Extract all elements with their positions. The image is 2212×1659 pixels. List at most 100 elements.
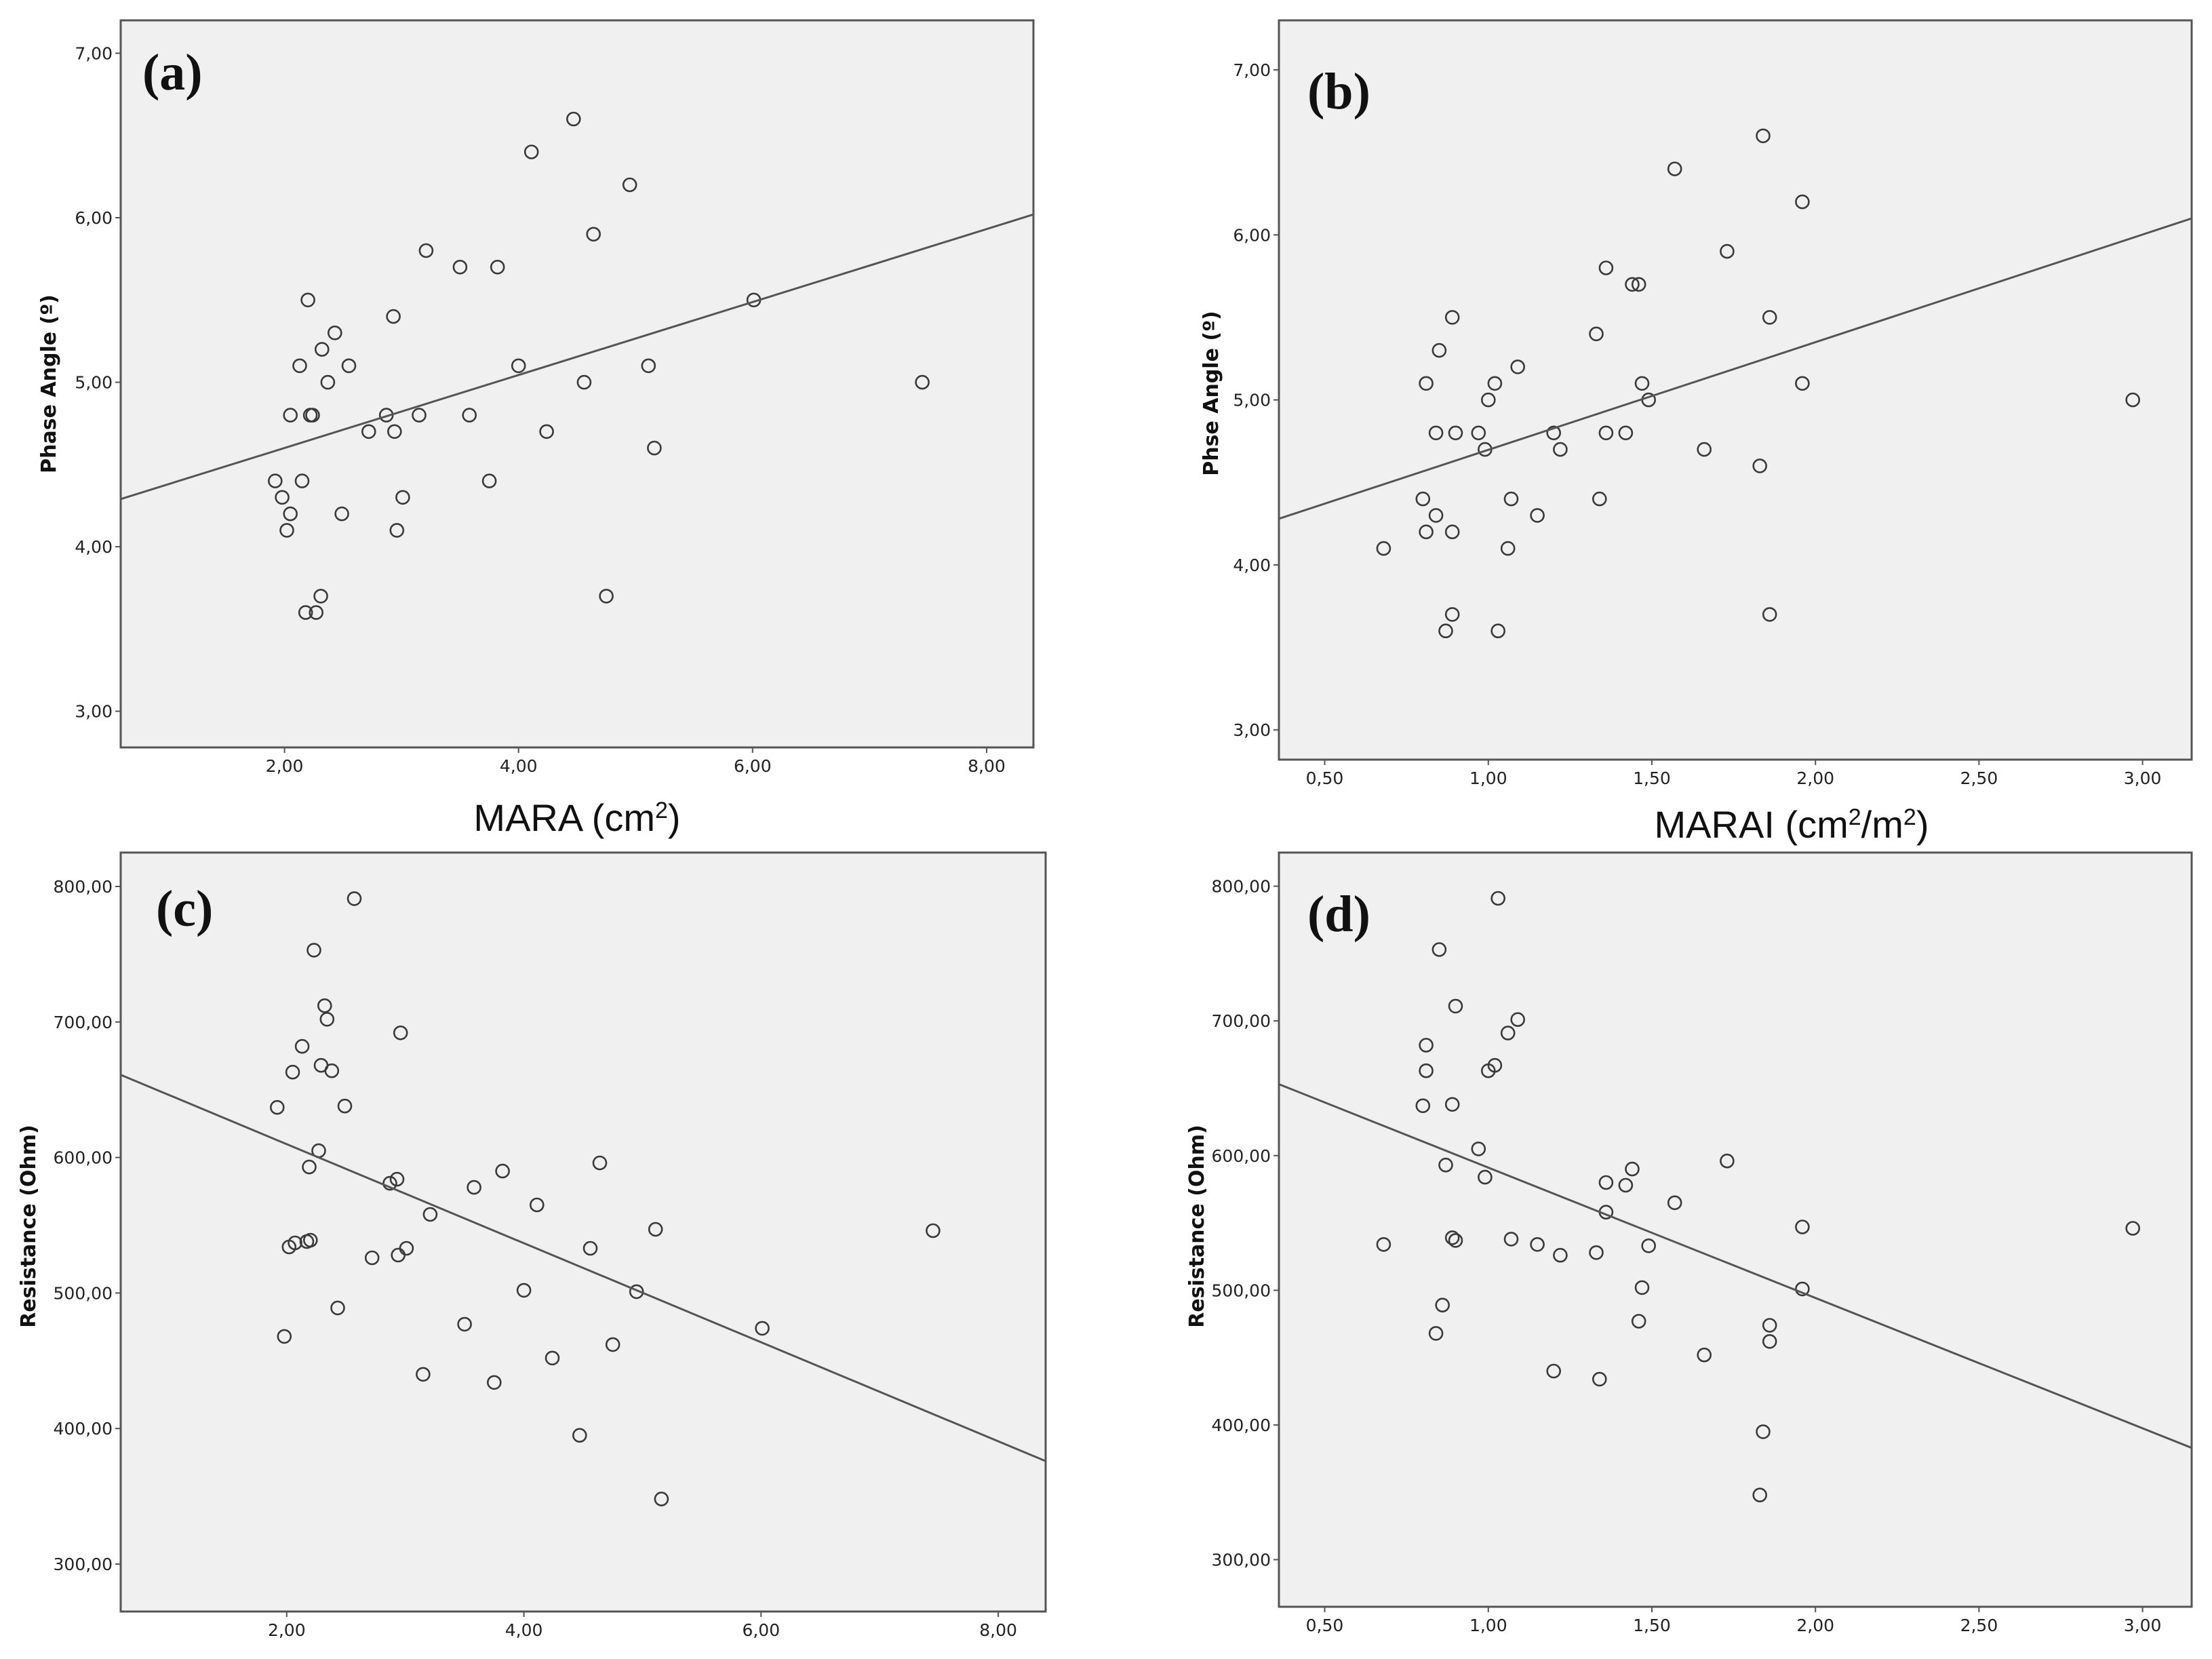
points-d — [1376, 891, 2140, 1502]
x-ticks-b: 0,50 1,00 1,50 2,00 2,50 3,00 — [1306, 760, 2161, 788]
data-point — [269, 1099, 285, 1115]
x-axis-title-a-main: MARA (cm — [473, 796, 655, 839]
data-point — [361, 424, 376, 440]
data-point — [511, 358, 526, 374]
panel-b: 3,00 4,00 5,00 6,00 7,00 0,50 1,00 1,50 2,00 2,5… — [1200, 19, 2193, 846]
data-point — [1500, 1026, 1516, 1040]
data-point — [647, 440, 662, 456]
data-point — [622, 177, 637, 193]
data-point — [386, 309, 401, 324]
data-point — [317, 998, 332, 1013]
data-point — [1598, 1175, 1614, 1190]
x-axis-title-b-main: MARAI (cm — [1655, 803, 1849, 846]
data-point — [1503, 1232, 1519, 1247]
data-point — [2125, 392, 2140, 408]
x-tick-label: 2,00 — [1796, 1616, 1834, 1635]
x-tick-label: 4,00 — [505, 1620, 543, 1640]
fit-line-d — [1278, 1083, 2192, 1449]
data-point — [1419, 524, 1434, 540]
y-tick-label: 6,00 — [75, 208, 113, 228]
x-axis-title-b-sup: 2 — [1849, 804, 1861, 830]
data-point — [490, 259, 505, 275]
x-tick-label: 1,50 — [1633, 768, 1671, 788]
x-tick-label: 2,50 — [1960, 768, 1998, 788]
data-point — [1553, 1247, 1568, 1263]
data-point — [347, 891, 362, 906]
data-point — [1592, 491, 1607, 507]
data-point — [283, 506, 298, 522]
data-point — [1471, 425, 1486, 441]
data-point — [1756, 128, 1771, 144]
data-point — [486, 1375, 502, 1390]
y-tick-label: 600,00 — [1212, 1146, 1271, 1166]
y-tick-label: 600,00 — [54, 1148, 113, 1168]
y-tick-label: 4,00 — [1233, 555, 1271, 575]
y-tick-label: 700,00 — [1212, 1011, 1271, 1031]
data-point — [1634, 1280, 1650, 1295]
data-point — [1530, 1237, 1545, 1252]
data-point — [412, 408, 427, 423]
data-point — [629, 1284, 644, 1300]
data-point — [1500, 541, 1516, 556]
y-tick-label: 400,00 — [54, 1419, 113, 1439]
y-ticks-d: 300,00 400,00 500,00 600,00 700,00 800,00 — [1212, 877, 1279, 1570]
data-point — [915, 374, 930, 390]
plot-area-c — [119, 851, 1047, 1613]
data-point — [319, 1012, 335, 1027]
y-tick-label: 800,00 — [54, 877, 113, 897]
data-point — [1448, 425, 1463, 441]
data-point — [302, 1159, 317, 1175]
data-point — [389, 1171, 405, 1187]
x-axis-title-a-sup: 2 — [655, 798, 668, 823]
data-point — [1444, 607, 1460, 622]
panel-label-a: (a) — [142, 44, 203, 101]
data-point — [285, 1064, 300, 1080]
data-point — [418, 243, 434, 258]
data-point — [422, 1207, 438, 1222]
data-point — [495, 1163, 510, 1179]
data-point — [1592, 1371, 1607, 1387]
x-axis-title-a: MARA (cm2) — [473, 796, 680, 839]
plot-area-b — [1278, 19, 2193, 761]
points-b — [1376, 128, 2140, 639]
data-point — [1795, 1219, 1810, 1234]
data-point — [605, 1337, 620, 1352]
x-tick-label: 2,00 — [1796, 768, 1834, 788]
x-tick-label: 8,00 — [968, 756, 1006, 776]
y-tick-label: 400,00 — [1212, 1416, 1271, 1435]
x-tick-label: 6,00 — [734, 756, 772, 776]
data-point — [1598, 425, 1614, 441]
x-ticks-c: 2,00 4,00 6,00 8,00 — [268, 1612, 1017, 1640]
data-point — [1762, 1334, 1777, 1349]
panel-label-d: (d) — [1307, 886, 1370, 943]
data-point — [481, 473, 497, 488]
y-ticks-c: 300,00 400,00 500,00 600,00 700,00 800,00 — [54, 877, 121, 1574]
data-point — [277, 1329, 292, 1344]
data-point — [1795, 1281, 1810, 1297]
data-point — [1487, 1057, 1503, 1073]
data-point — [1589, 1245, 1604, 1260]
data-point — [462, 408, 477, 423]
data-point — [364, 1250, 380, 1266]
data-point — [599, 589, 614, 604]
y-tick-label: 500,00 — [54, 1283, 113, 1303]
y-tick-label: 7,00 — [1233, 60, 1271, 80]
data-point — [327, 325, 342, 340]
data-point — [1428, 1326, 1444, 1341]
y-tick-label: 500,00 — [1212, 1281, 1271, 1300]
data-point — [1438, 623, 1453, 639]
data-point — [1530, 508, 1545, 523]
panel-label-c: (c) — [156, 880, 213, 937]
data-point — [1720, 1153, 1735, 1169]
data-point — [1546, 425, 1561, 441]
data-point — [1634, 376, 1650, 391]
y-tick-label: 6,00 — [1233, 225, 1271, 245]
panel-a: 3,00 4,00 5,00 6,00 7,00 2,00 4,00 6,00 8,00 (a… — [37, 19, 1035, 839]
data-point — [382, 1175, 397, 1191]
data-point — [1487, 376, 1503, 391]
data-point — [1490, 623, 1505, 639]
data-point — [320, 374, 336, 390]
data-point — [337, 1098, 353, 1114]
data-point — [1667, 161, 1682, 176]
data-point — [529, 1197, 545, 1213]
